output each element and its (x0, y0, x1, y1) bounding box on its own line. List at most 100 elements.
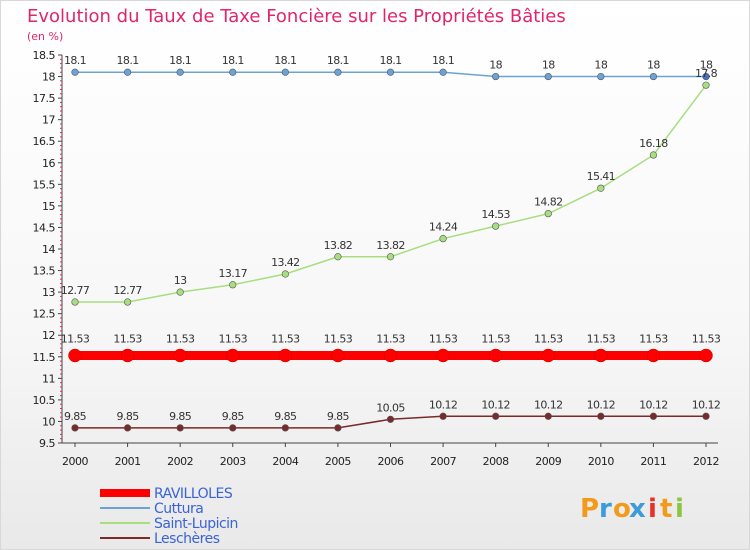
data-point-ravilloles (383, 348, 398, 363)
data-point-cuttura (176, 68, 184, 76)
legend-swatch-ravilloles (100, 489, 150, 497)
data-point-ravilloles (436, 348, 450, 363)
y-tick-label: 9.5 (39, 437, 55, 450)
y-tick-label: 18.5 (33, 49, 56, 62)
logo-letter: r (599, 494, 612, 524)
y-tick-label: 14 (42, 243, 55, 256)
x-ticks: 2000 2001 2002 2003 2004 2005 2006 2007 2008 2009… (62, 443, 720, 468)
x-tick-label: 2000 (62, 455, 88, 468)
x-tick-label: 2005 (325, 455, 351, 468)
data-point-cuttura (649, 72, 658, 81)
data-label-cuttura: 18.1 (222, 54, 244, 67)
y-tick-label: 10.5 (33, 394, 56, 407)
data-label-cuttura: 18.1 (64, 54, 86, 67)
data-label-cuttura: 18.1 (432, 54, 454, 67)
data-point-ravilloles (488, 348, 503, 363)
y-tick-label: 11.5 (33, 351, 56, 364)
chart-title: Evolution du Taux de Taxe Foncière sur l… (27, 6, 566, 27)
data-point-lescheres (492, 412, 500, 420)
x-tick-label: 2008 (483, 455, 509, 468)
y-tick-label: 16 (42, 157, 55, 170)
data-label-lescheres: 10.12 (692, 398, 721, 411)
data-label-lescheres: 9.85 (327, 410, 350, 423)
data-label-lescheres: 10.12 (429, 398, 458, 411)
data-point-ravilloles (699, 348, 713, 363)
x-tick-label: 2001 (115, 455, 141, 468)
y-ticks: 9.5 10 10.5 11 11.5 12 12.5 13 13.5 14 14.5 15 15.5 1… (33, 49, 62, 450)
data-point-cuttura (492, 72, 500, 81)
data-point-ravilloles (120, 348, 135, 363)
x-tick-label: 2011 (640, 455, 666, 468)
data-point-ravilloles (594, 348, 608, 363)
y-tick-label: 10 (42, 415, 55, 428)
y-tick-label: 12.5 (33, 308, 56, 321)
x-tick-label: 2006 (378, 455, 404, 468)
y-tick-label: 16.5 (33, 135, 56, 148)
data-point-cuttura (597, 72, 605, 81)
data-label-saint-lupicin: 13.82 (324, 239, 353, 252)
data-label-saint-lupicin: 17.8 (695, 67, 718, 80)
data-point-cuttura (281, 68, 289, 76)
data-label-saint-lupicin: 14.24 (429, 221, 458, 234)
logo-letter: t (660, 494, 672, 524)
data-label-ravilloles: 11.53 (692, 332, 721, 345)
data-label-saint-lupicin: 13 (174, 274, 187, 287)
chart-unit-label: (en %) (27, 30, 63, 43)
data-label-ravilloles: 11.53 (271, 332, 300, 345)
data-point-cuttura (334, 68, 342, 76)
data-label-saint-lupicin: 13.82 (376, 239, 405, 252)
data-point-cuttura (123, 68, 132, 76)
data-point-saint-lupicin (649, 151, 658, 159)
data-label-lescheres: 9.85 (117, 410, 140, 423)
y-tick-label: 13.5 (33, 265, 56, 278)
x-tick-label: 2009 (535, 455, 561, 468)
data-label-saint-lupicin: 12.77 (113, 284, 142, 297)
data-point-saint-lupicin (123, 298, 132, 306)
data-point-saint-lupicin (544, 210, 552, 218)
data-label-saint-lupicin: 15.41 (587, 170, 616, 183)
data-point-saint-lupicin (492, 222, 500, 230)
logo-letter: i (675, 494, 684, 524)
data-point-ravilloles (541, 348, 555, 363)
data-point-ravilloles (278, 348, 293, 363)
legend-label-lescheres: Leschères (154, 531, 220, 547)
y-tick-label: 17.5 (33, 92, 56, 105)
x-tick-label: 2004 (272, 455, 298, 468)
data-label-lescheres: 9.85 (222, 410, 245, 423)
data-label-lescheres: 9.85 (274, 410, 297, 423)
data-point-ravilloles (331, 348, 345, 363)
data-label-ravilloles: 11.53 (481, 332, 510, 345)
data-point-lescheres (71, 424, 79, 432)
data-label-cuttura: 18.1 (274, 54, 296, 67)
data-label-lescheres: 10.12 (481, 398, 510, 411)
data-point-saint-lupicin (281, 270, 289, 278)
data-label-saint-lupicin: 14.53 (481, 208, 510, 221)
data-point-cuttura (71, 68, 79, 76)
data-label-ravilloles: 11.53 (587, 332, 616, 345)
data-point-lescheres (334, 424, 342, 432)
data-point-cuttura (544, 72, 552, 81)
logo-letter: o (613, 494, 631, 524)
series-group (68, 68, 713, 432)
y-tick-label: 13 (42, 286, 55, 299)
data-label-saint-lupicin: 16.18 (639, 137, 668, 150)
data-point-cuttura (386, 68, 395, 76)
data-label-ravilloles: 11.53 (61, 332, 90, 345)
data-label-ravilloles: 11.53 (429, 332, 458, 345)
data-point-cuttura (229, 68, 237, 76)
data-point-lescheres (281, 424, 289, 432)
data-label-ravilloles: 11.53 (113, 332, 142, 345)
logo-letter: x (629, 494, 646, 524)
legend-label-cuttura: Cuttura (154, 501, 203, 517)
data-point-lescheres (386, 415, 395, 423)
x-tick-label: 2002 (167, 455, 193, 468)
data-label-lescheres: 9.85 (64, 410, 87, 423)
x-tick-label: 2003 (220, 455, 246, 468)
data-point-lescheres (229, 424, 237, 432)
data-label-ravilloles: 11.53 (219, 332, 248, 345)
data-label-lescheres: 10.12 (587, 398, 616, 411)
data-label-cuttura: 18 (594, 59, 607, 72)
data-point-lescheres (702, 412, 710, 420)
